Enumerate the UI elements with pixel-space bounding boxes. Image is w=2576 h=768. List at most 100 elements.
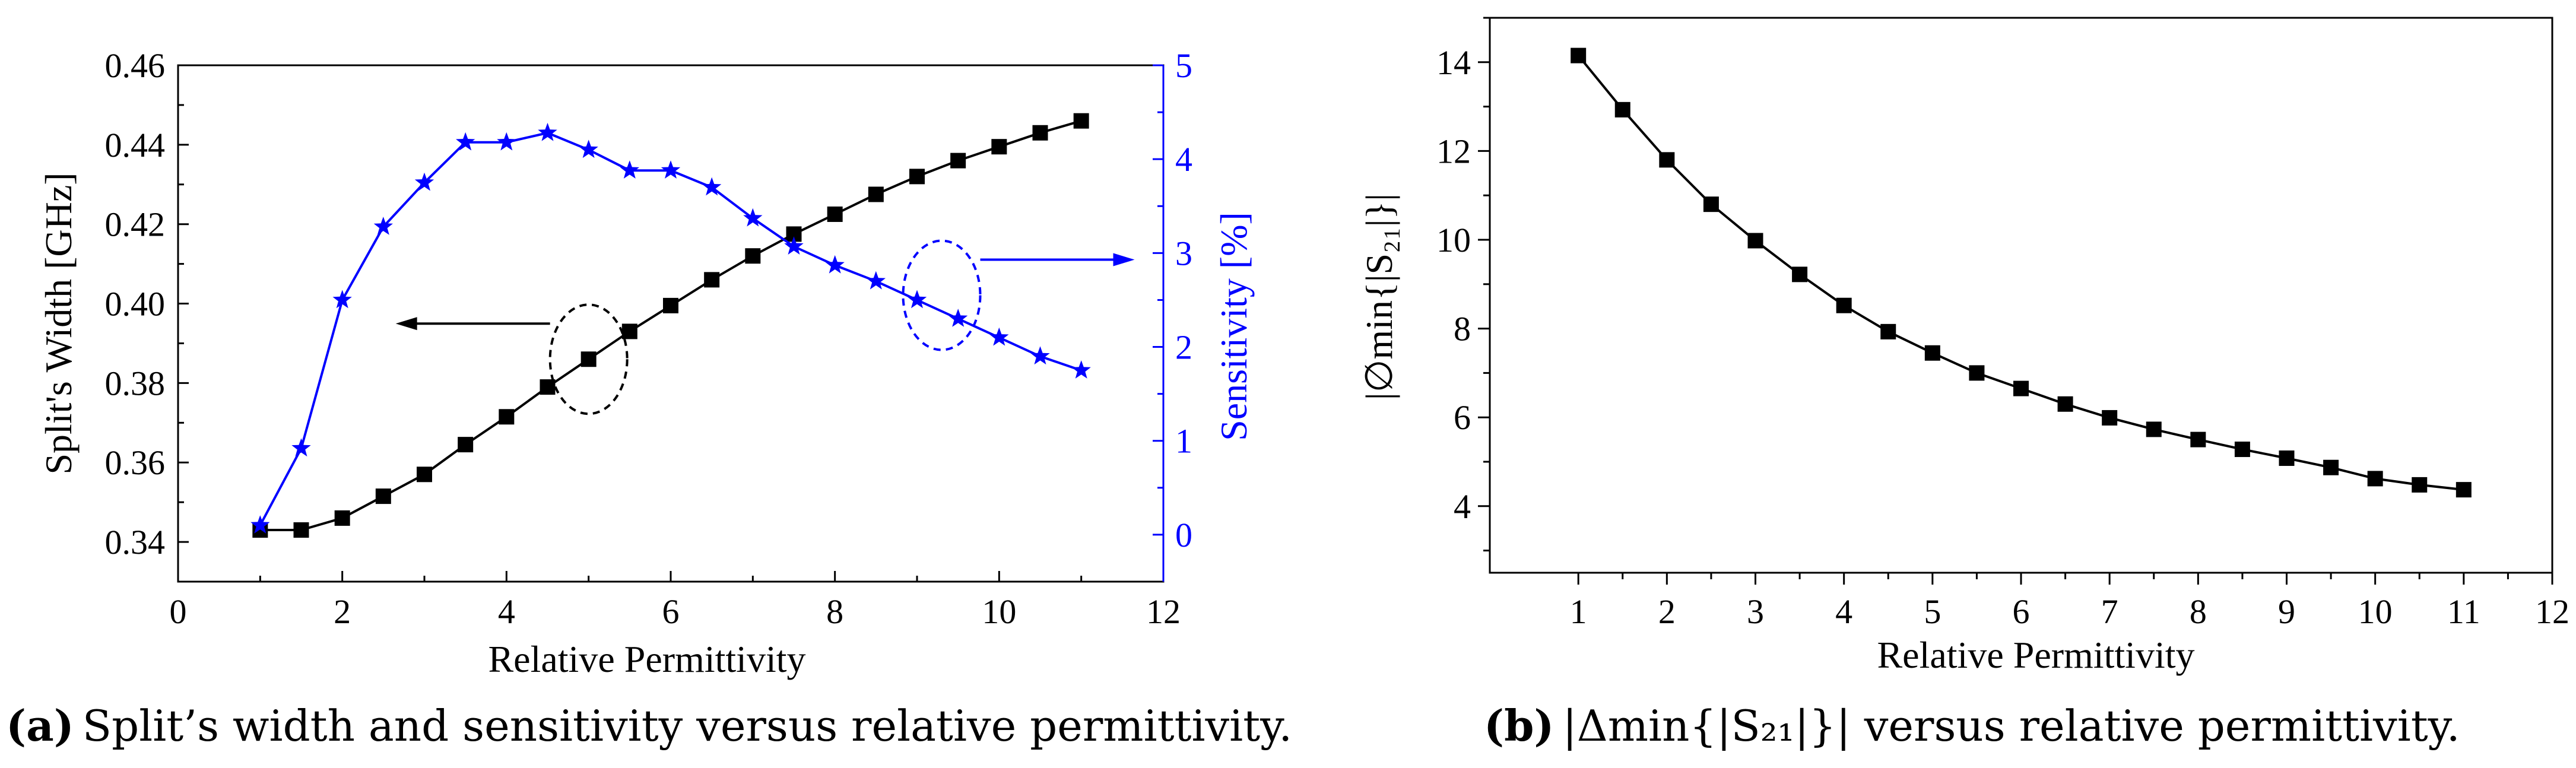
panel-a-split-width-point bbox=[663, 297, 678, 313]
panel-a-annotation-ellipse bbox=[902, 239, 982, 351]
panel-b-x-tick-label: 3 bbox=[1747, 592, 1764, 631]
panel-b-series-point bbox=[2013, 380, 2029, 396]
panel-b-plot-frame bbox=[1489, 17, 2553, 574]
panel-b-series-line bbox=[1577, 55, 2464, 491]
panel-a-sensitivity-point bbox=[1030, 346, 1050, 365]
panel-b-series-point bbox=[2146, 421, 2162, 437]
panel-a-sensitivity-point bbox=[291, 438, 311, 457]
panel-a-sensitivity-point bbox=[784, 236, 804, 255]
panel-a-sensitivity-point bbox=[456, 132, 475, 151]
panel-b-series-point bbox=[1747, 233, 1763, 249]
panel-a-x-tick-label: 2 bbox=[334, 592, 351, 631]
panel-b-y-tick-label: 10 bbox=[1436, 221, 1471, 259]
caption-b-tag: (b) bbox=[1484, 700, 1554, 751]
panel-a-sensitivity-line bbox=[259, 131, 1082, 526]
panel-a-sensitivity-point bbox=[1071, 360, 1091, 379]
caption-b-text: |Δmin{|S₂₁|}| versus relative permittivi… bbox=[1562, 701, 2460, 751]
panel-a-sensitivity-point bbox=[825, 255, 845, 274]
caption-a: (a) Split’s width and sensitivity versus … bbox=[6, 700, 1292, 751]
panel-a-sensitivity-point bbox=[702, 177, 722, 196]
panel-b-x-tick-label: 6 bbox=[2013, 592, 2030, 631]
panel-a-x-tick-label: 12 bbox=[1146, 592, 1181, 631]
panel-a-split-width-point bbox=[580, 351, 597, 367]
panel-b-series-point bbox=[1659, 152, 1675, 168]
panel-a-x-tick-label: 8 bbox=[826, 592, 843, 631]
panel-b-y-tick-label: 12 bbox=[1436, 132, 1471, 170]
panel-b-x-tick-label: 2 bbox=[1658, 592, 1676, 631]
panel-b-y-tick-label: 4 bbox=[1454, 487, 1471, 526]
panel-b-series-point bbox=[1614, 101, 1630, 118]
panel-a-y2-axis-label: Sensitivity [%] bbox=[1213, 212, 1255, 441]
panel-a-sensitivity-point bbox=[620, 160, 639, 179]
panel-b-series-point bbox=[1969, 365, 1985, 381]
panel-b-series-point bbox=[2057, 396, 2073, 412]
panel-a-split-width-point bbox=[909, 169, 925, 185]
panel-b-x-tick-label: 9 bbox=[2278, 592, 2295, 631]
panel-b-series-point bbox=[1924, 345, 1940, 361]
panel-a-split-width-point bbox=[621, 323, 637, 339]
panel-b-x-tick-label: 1 bbox=[1570, 592, 1587, 631]
panel-a-split-width-point bbox=[417, 466, 432, 483]
panel-b-x-tick-label: 5 bbox=[1924, 592, 1941, 631]
panel-b-series-point bbox=[1703, 196, 1719, 212]
panel-a-sensitivity-point bbox=[538, 122, 557, 141]
panel-a-y2-tick-label: 0 bbox=[1175, 516, 1192, 554]
panel-a-y2-tick-label: 2 bbox=[1175, 328, 1192, 367]
panel-a-y2-tick-label: 5 bbox=[1175, 46, 1192, 85]
panel-a-y-tick-label: 0.38 bbox=[105, 364, 166, 402]
panel-a-sensitivity-point bbox=[497, 132, 516, 151]
panel-a-sensitivity-point bbox=[661, 160, 681, 179]
panel-a-annotation-arrowhead bbox=[1113, 253, 1135, 266]
panel-a-sensitivity-point bbox=[332, 290, 352, 309]
panel-b-series-point bbox=[2234, 442, 2250, 458]
panel-b-series-point bbox=[2279, 450, 2295, 466]
panel-a-x-tick-label: 4 bbox=[498, 592, 515, 631]
panel-b-series-point bbox=[2323, 459, 2339, 475]
caption-a-tag: (a) bbox=[6, 700, 74, 751]
panel-a-sensitivity-point bbox=[948, 309, 968, 327]
panel-a-split-width-point bbox=[950, 153, 966, 169]
panel-a-y-axis-label: Split's Width [GHz] bbox=[37, 172, 80, 474]
panel-a-split-width-point bbox=[991, 139, 1007, 155]
panel-a-annotation-ellipse bbox=[548, 303, 629, 415]
panel-a-split-width-point bbox=[827, 206, 843, 222]
panel-a-sensitivity-point bbox=[373, 217, 393, 235]
panel-a-x-tick-label: 6 bbox=[662, 592, 680, 631]
panel-b-series-point bbox=[1571, 47, 1587, 64]
panel-a-split-width-point bbox=[868, 186, 884, 202]
panel-b-series-point bbox=[1836, 297, 1852, 313]
panel-a-y-tick-label: 0.36 bbox=[105, 443, 166, 482]
panel-b-series-point bbox=[2456, 482, 2472, 498]
panel-b-series-point bbox=[2102, 410, 2118, 426]
panel-b-series-point bbox=[2367, 471, 2383, 487]
panel-a-x-axis-label: Relative Permittivity bbox=[488, 638, 805, 680]
panel-b-series-point bbox=[1792, 266, 1808, 283]
panel-b-y-tick-label: 14 bbox=[1436, 43, 1471, 82]
caption-a-text: Split’s width and sensitivity versus rel… bbox=[83, 701, 1292, 751]
panel-a-split-width-point bbox=[540, 379, 556, 395]
panel-a-y-tick-label: 0.46 bbox=[105, 46, 166, 85]
panel-a-y-tick-label: 0.34 bbox=[105, 523, 166, 561]
panel-a-y2-tick-label: 1 bbox=[1175, 422, 1192, 461]
panel-a-split-width-line bbox=[260, 119, 1082, 531]
panel-a-chart: 0 2 4 6 8 10 12 0.340.360.380.400.420.440.46 0… bbox=[37, 46, 1255, 680]
panel-b-y-tick-label: 6 bbox=[1454, 398, 1471, 437]
panel-a-split-width-point bbox=[293, 522, 309, 538]
panel-a-split-width-point bbox=[1032, 125, 1048, 141]
panel-a-sensitivity-point bbox=[989, 327, 1009, 346]
panel-b-series-point bbox=[2412, 477, 2428, 493]
panel-a-sensitivity-point bbox=[414, 172, 434, 191]
panel-a-plot-frame bbox=[177, 64, 1165, 583]
panel-b-x-tick-label: 4 bbox=[1835, 592, 1852, 631]
panel-a-sensitivity-point bbox=[907, 290, 927, 309]
panel-b-x-tick-label: 7 bbox=[2101, 592, 2118, 631]
panel-a-x-tick-label: 0 bbox=[170, 592, 187, 631]
panel-b-series-point bbox=[1880, 323, 1896, 339]
panel-a-split-width-point bbox=[1073, 113, 1089, 129]
panel-a-x-tick-label: 10 bbox=[982, 592, 1016, 631]
panel-b-series-point bbox=[2190, 431, 2206, 448]
panel-a-y-tick-label: 0.44 bbox=[105, 126, 166, 164]
panel-a-sensitivity-point bbox=[866, 271, 886, 290]
